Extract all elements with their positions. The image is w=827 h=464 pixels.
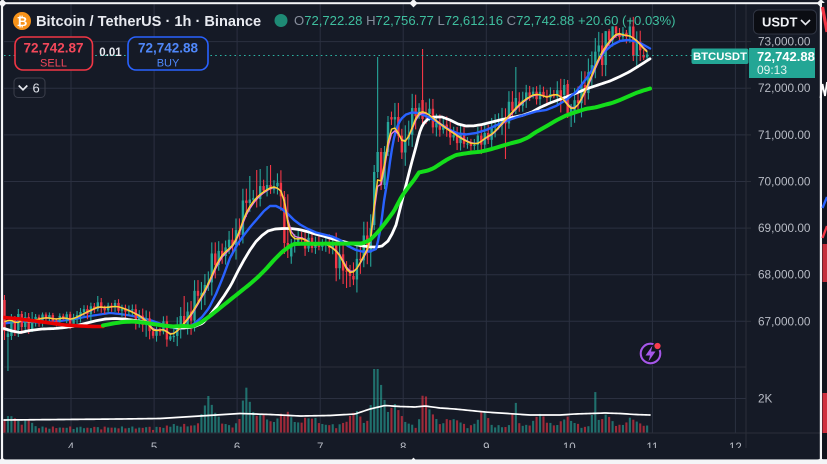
svg-text:6: 6 (33, 81, 40, 96)
svg-text:68,000.00: 68,000.00 (758, 268, 811, 282)
svg-text:71,000.00: 71,000.00 (758, 128, 811, 142)
svg-text:70,000.00: 70,000.00 (758, 175, 811, 189)
svg-text:BUY: BUY (157, 58, 180, 70)
svg-text:₿: ₿ (17, 14, 28, 29)
svg-text:2K: 2K (758, 392, 773, 406)
svg-text:72,000.00: 72,000.00 (758, 81, 811, 95)
svg-text:Bitcoin / TetherUS · 1h · Bina: Bitcoin / TetherUS · 1h · Binance (36, 14, 261, 30)
svg-text:73,000.00: 73,000.00 (758, 35, 811, 49)
svg-text:O72,722.28 H72,756.77 L72,612.: O72,722.28 H72,756.77 L72,612.16 C72,742… (294, 13, 676, 28)
svg-text:69,000.00: 69,000.00 (758, 221, 811, 235)
svg-text:72,742.87: 72,742.87 (23, 40, 83, 55)
svg-text:72,742.88: 72,742.88 (138, 40, 199, 55)
svg-text:0.01: 0.01 (99, 47, 122, 59)
svg-text:SELL: SELL (40, 58, 67, 70)
svg-text:09:13: 09:13 (757, 63, 787, 77)
svg-text:BTCUSDT: BTCUSDT (693, 51, 747, 63)
svg-text:72,742.88: 72,742.88 (757, 49, 815, 64)
svg-text:USDT: USDT (762, 15, 797, 30)
svg-text:67,000.00: 67,000.00 (758, 314, 811, 328)
